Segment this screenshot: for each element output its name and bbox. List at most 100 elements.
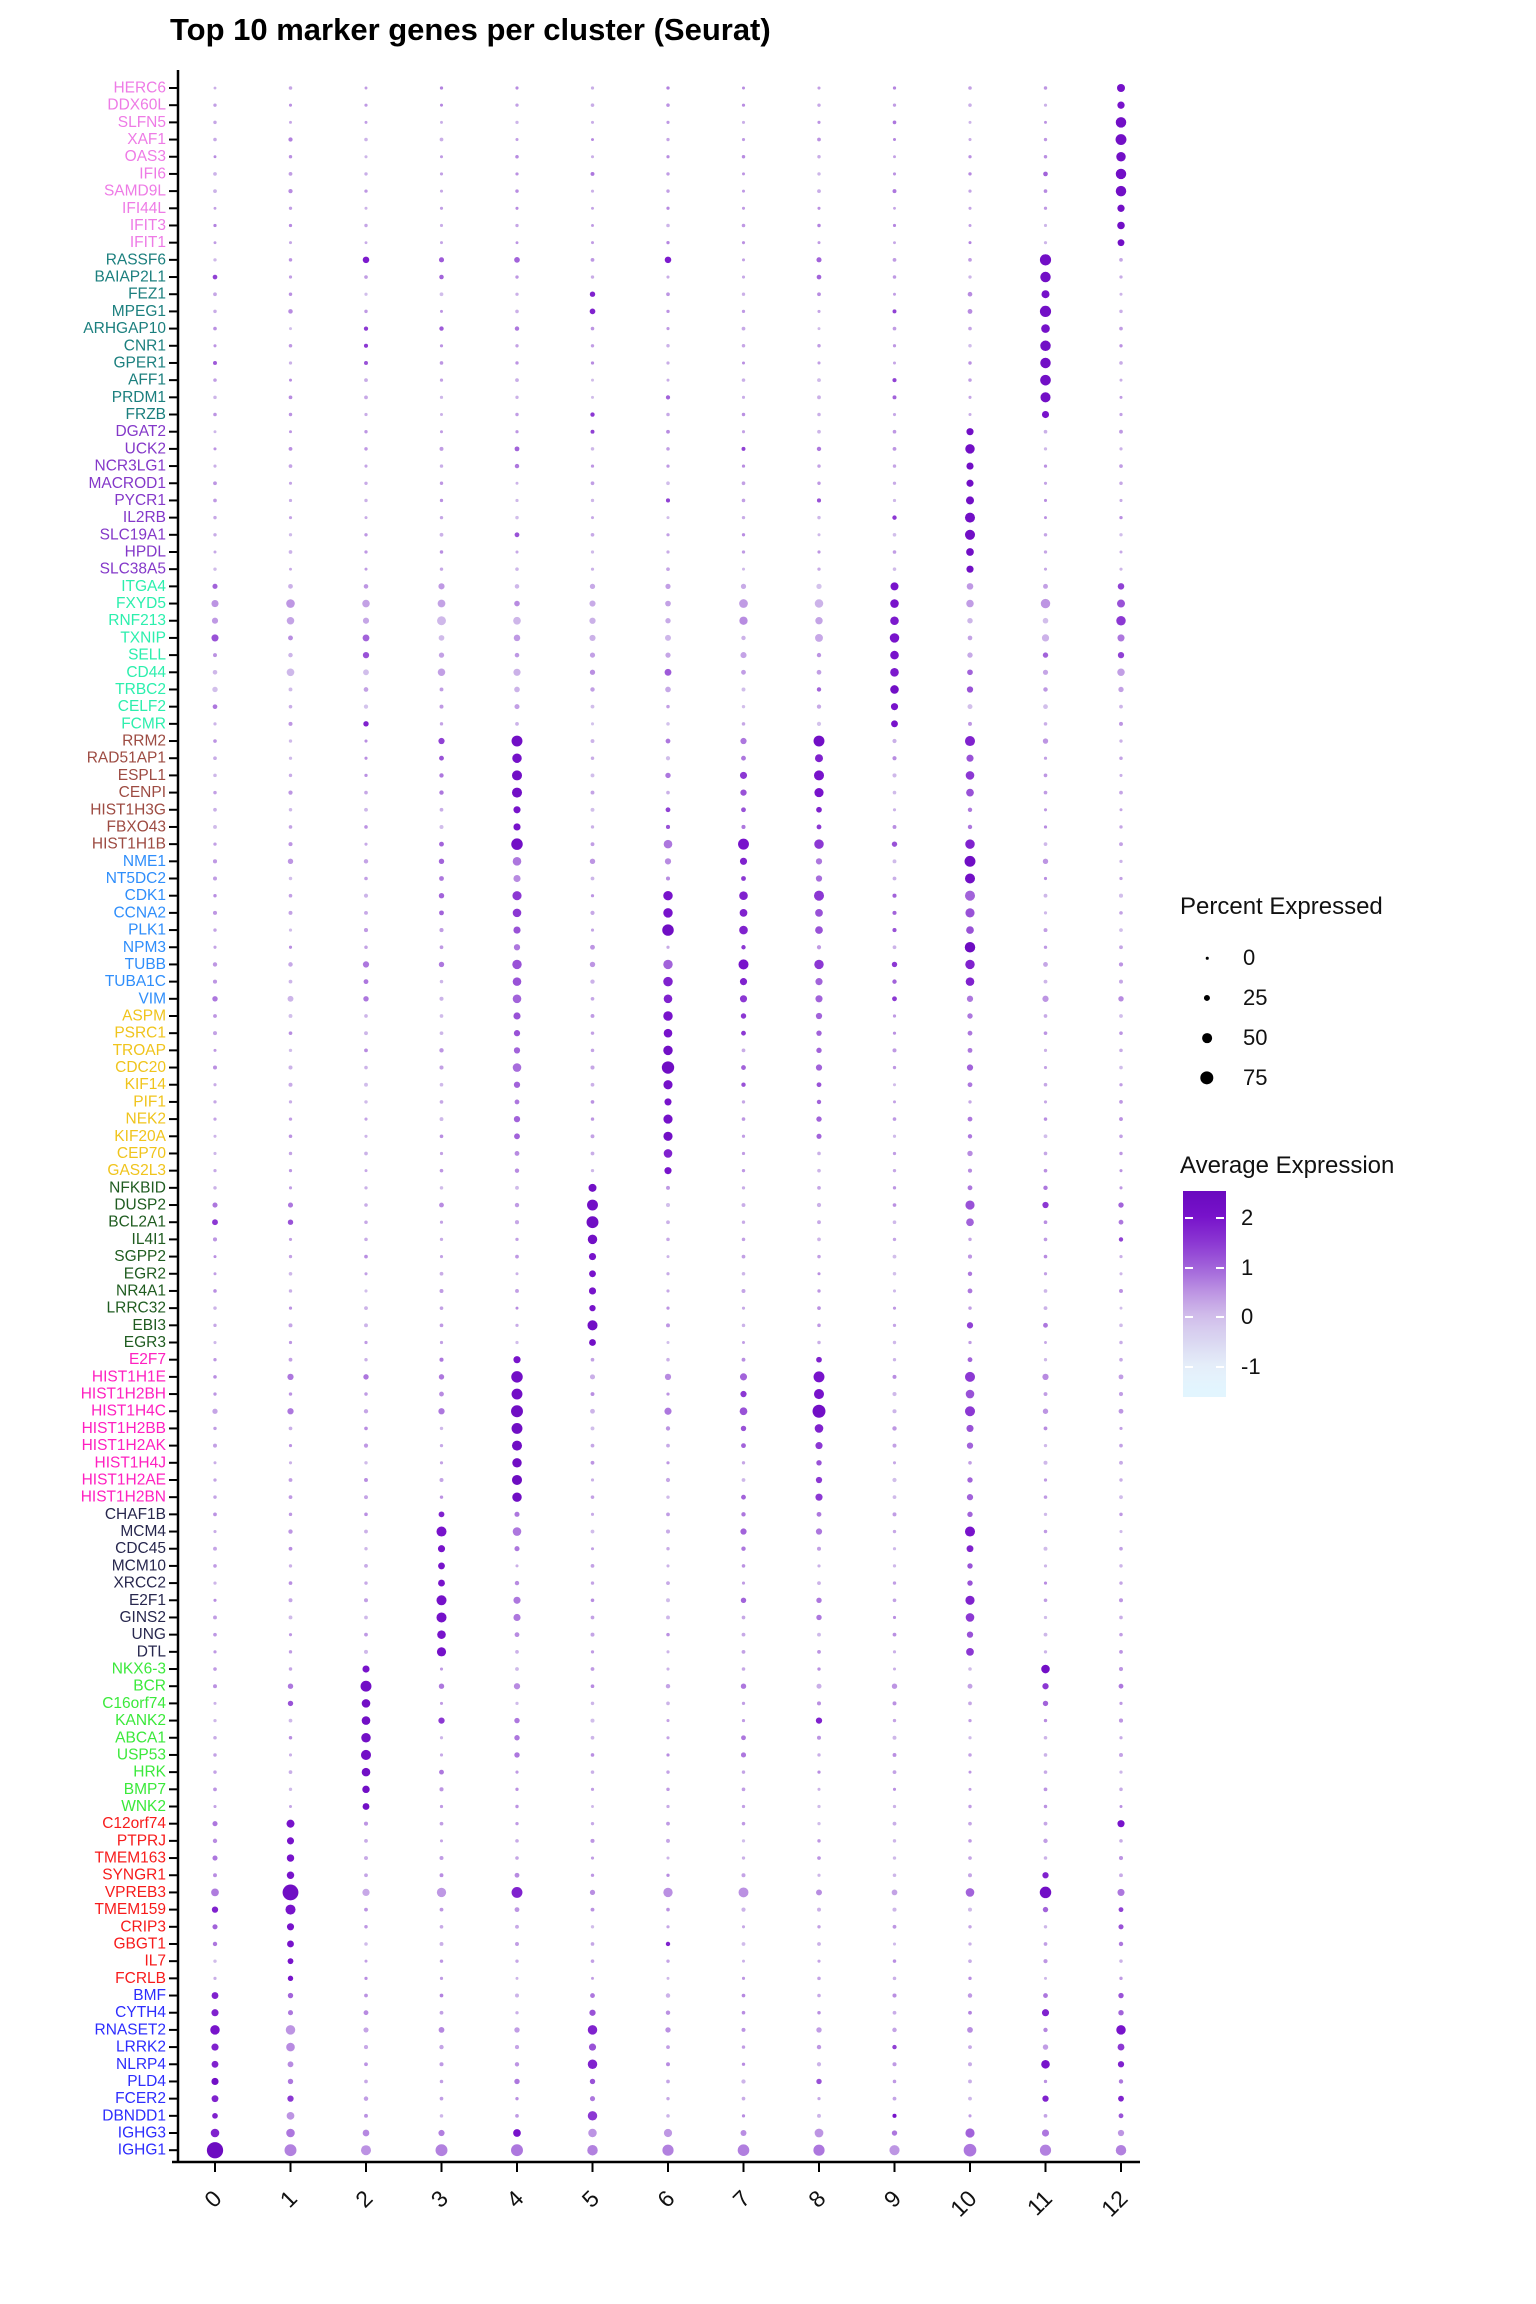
gene-label: VPREB3: [105, 1884, 166, 1901]
dot: [213, 155, 217, 159]
dot: [288, 1753, 293, 1757]
dot: [511, 1422, 523, 1434]
dot-row-C12orf74: [212, 1819, 1125, 1828]
dot: [966, 1064, 974, 1071]
dot-row-NPM3: [213, 942, 1123, 953]
dot: [288, 1117, 293, 1121]
dot: [439, 1237, 444, 1242]
dot: [666, 412, 670, 417]
dot: [1043, 171, 1048, 177]
dot: [590, 361, 595, 365]
dot: [892, 481, 897, 485]
dot-row-SLC38A5: [213, 565, 1123, 573]
gene-label: PLD4: [127, 2073, 166, 2090]
dot: [587, 2059, 598, 2070]
dot: [1043, 86, 1048, 90]
gene-label: NT5DC2: [106, 870, 166, 887]
gene-label: PRDM1: [112, 389, 166, 406]
dot: [436, 1647, 447, 1657]
dot: [1042, 2095, 1049, 2102]
dot: [213, 223, 217, 228]
dot: [364, 1220, 368, 1224]
dot: [1043, 756, 1048, 760]
dot: [1119, 378, 1123, 382]
dot: [212, 274, 218, 280]
gene-label: MACROD1: [88, 475, 166, 492]
dot-row-TMEM163: [212, 1854, 1124, 1862]
dot: [439, 687, 444, 692]
dot: [213, 1512, 217, 1517]
dot: [968, 1340, 972, 1345]
dot: [590, 704, 595, 709]
dot: [439, 1959, 444, 1963]
dot: [665, 1683, 671, 1689]
dot-row-CDC20: [212, 1061, 1123, 1074]
dot: [513, 634, 521, 642]
percent-legend-item: 50: [1183, 1018, 1403, 1058]
dot: [665, 498, 671, 503]
dot: [363, 584, 369, 589]
dot-row-HIST1H2BN: [213, 1492, 1123, 1502]
dot: [741, 1048, 746, 1053]
dot: [364, 1581, 368, 1585]
dot: [511, 1886, 523, 1898]
dot: [1118, 1598, 1124, 1603]
dot: [741, 704, 746, 709]
dot: [964, 1406, 976, 1417]
dot: [210, 2128, 220, 2138]
dot-row-CNR1: [213, 340, 1123, 352]
dot: [288, 876, 293, 881]
dot: [288, 1100, 293, 1104]
dot: [1043, 1529, 1048, 1534]
dot: [740, 789, 747, 796]
dot: [438, 1579, 445, 1587]
dot: [968, 344, 972, 348]
dot: [515, 138, 519, 142]
dot: [439, 1426, 444, 1431]
gene-label: SLC38A5: [100, 561, 166, 578]
dot: [288, 1461, 293, 1465]
dot: [1119, 842, 1123, 847]
dot: [968, 1667, 972, 1671]
dot: [364, 1323, 368, 1328]
dot: [514, 1151, 520, 1156]
dot: [364, 1048, 368, 1053]
dot: [513, 1683, 521, 1690]
dot: [817, 464, 821, 468]
dot: [815, 633, 823, 642]
dot: [590, 326, 595, 331]
dot: [892, 1374, 897, 1379]
dot: [816, 446, 822, 452]
dot-row-IFIT1: [213, 239, 1125, 247]
dot: [740, 1425, 747, 1432]
dot: [590, 944, 595, 950]
dot: [1119, 1117, 1123, 1122]
dot: [515, 1289, 519, 1293]
dot: [213, 1048, 217, 1052]
dot: [741, 1993, 746, 1998]
dot: [213, 1117, 217, 1121]
gene-label: AFF1: [128, 372, 166, 389]
dot: [364, 1254, 368, 1259]
dot: [1119, 1323, 1123, 1328]
dot: [590, 1478, 595, 1482]
dot: [288, 1495, 293, 1500]
dot: [892, 2062, 897, 2067]
dot: [892, 1220, 897, 1225]
dot: [1117, 583, 1125, 590]
percent-legend-dot: [1203, 994, 1211, 1002]
dot: [1119, 790, 1123, 795]
dot: [891, 1889, 898, 1896]
dot: [891, 961, 898, 968]
dot: [439, 1288, 444, 1293]
dot: [965, 1200, 975, 1210]
dot: [288, 808, 293, 812]
dot: [211, 2095, 219, 2103]
dot: [590, 1169, 595, 1173]
dot: [286, 668, 295, 677]
dot-row-IGHG3: [210, 2128, 1125, 2138]
gene-label: TMEM159: [95, 1901, 167, 1918]
dot: [363, 893, 369, 898]
dot: [1043, 1718, 1048, 1723]
dot: [890, 582, 899, 591]
